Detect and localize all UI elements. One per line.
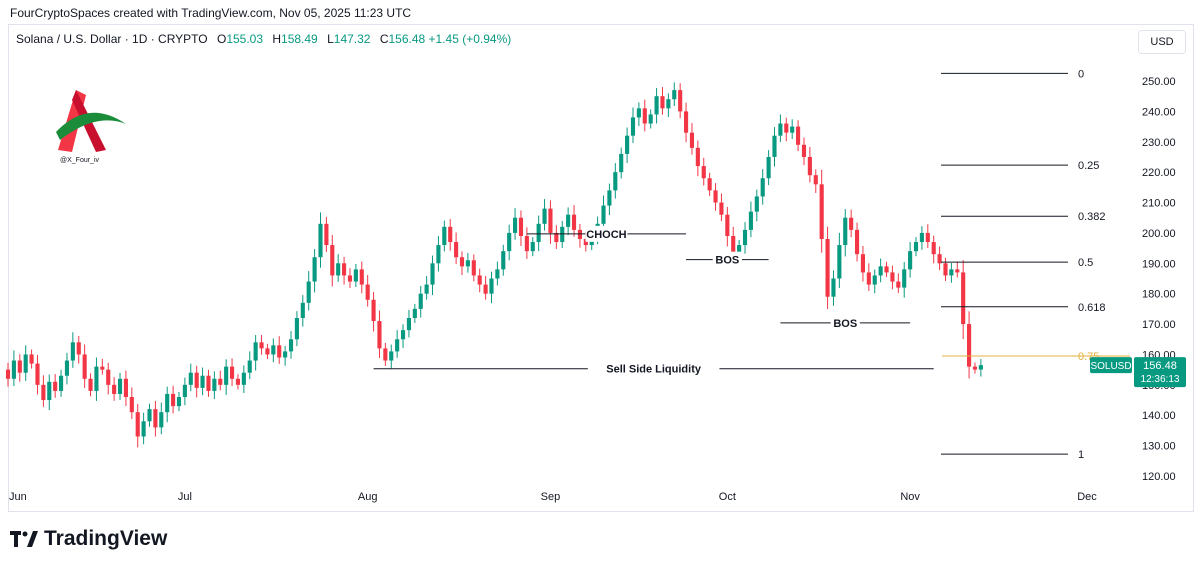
chart-caption: FourCryptoSpaces created with TradingVie…	[10, 6, 412, 20]
low-label: L	[327, 32, 334, 46]
close-value: 156.48	[388, 32, 426, 46]
currency-button[interactable]: USD	[1138, 30, 1186, 54]
low-value: 147.32	[333, 32, 371, 46]
tradingview-logo-text: TradingView	[44, 527, 168, 550]
open-label: O	[216, 32, 227, 46]
tradingview-logo[interactable]: TradingView	[10, 527, 167, 551]
high-label: H	[272, 32, 282, 46]
symbol-name[interactable]: Solana / U.S. Dollar · 1D · CRYPTO	[16, 32, 208, 46]
change-value: +1.45 (+0.94%)	[428, 32, 512, 46]
open-value: 155.03	[226, 32, 264, 46]
close-label: C	[379, 32, 389, 46]
symbol-legend[interactable]: Solana / U.S. Dollar · 1D · CRYPTO O155.…	[16, 32, 511, 46]
chart-frame[interactable]	[8, 24, 1194, 512]
high-value: 158.49	[281, 32, 318, 46]
tradingview-logo-icon	[10, 531, 38, 547]
